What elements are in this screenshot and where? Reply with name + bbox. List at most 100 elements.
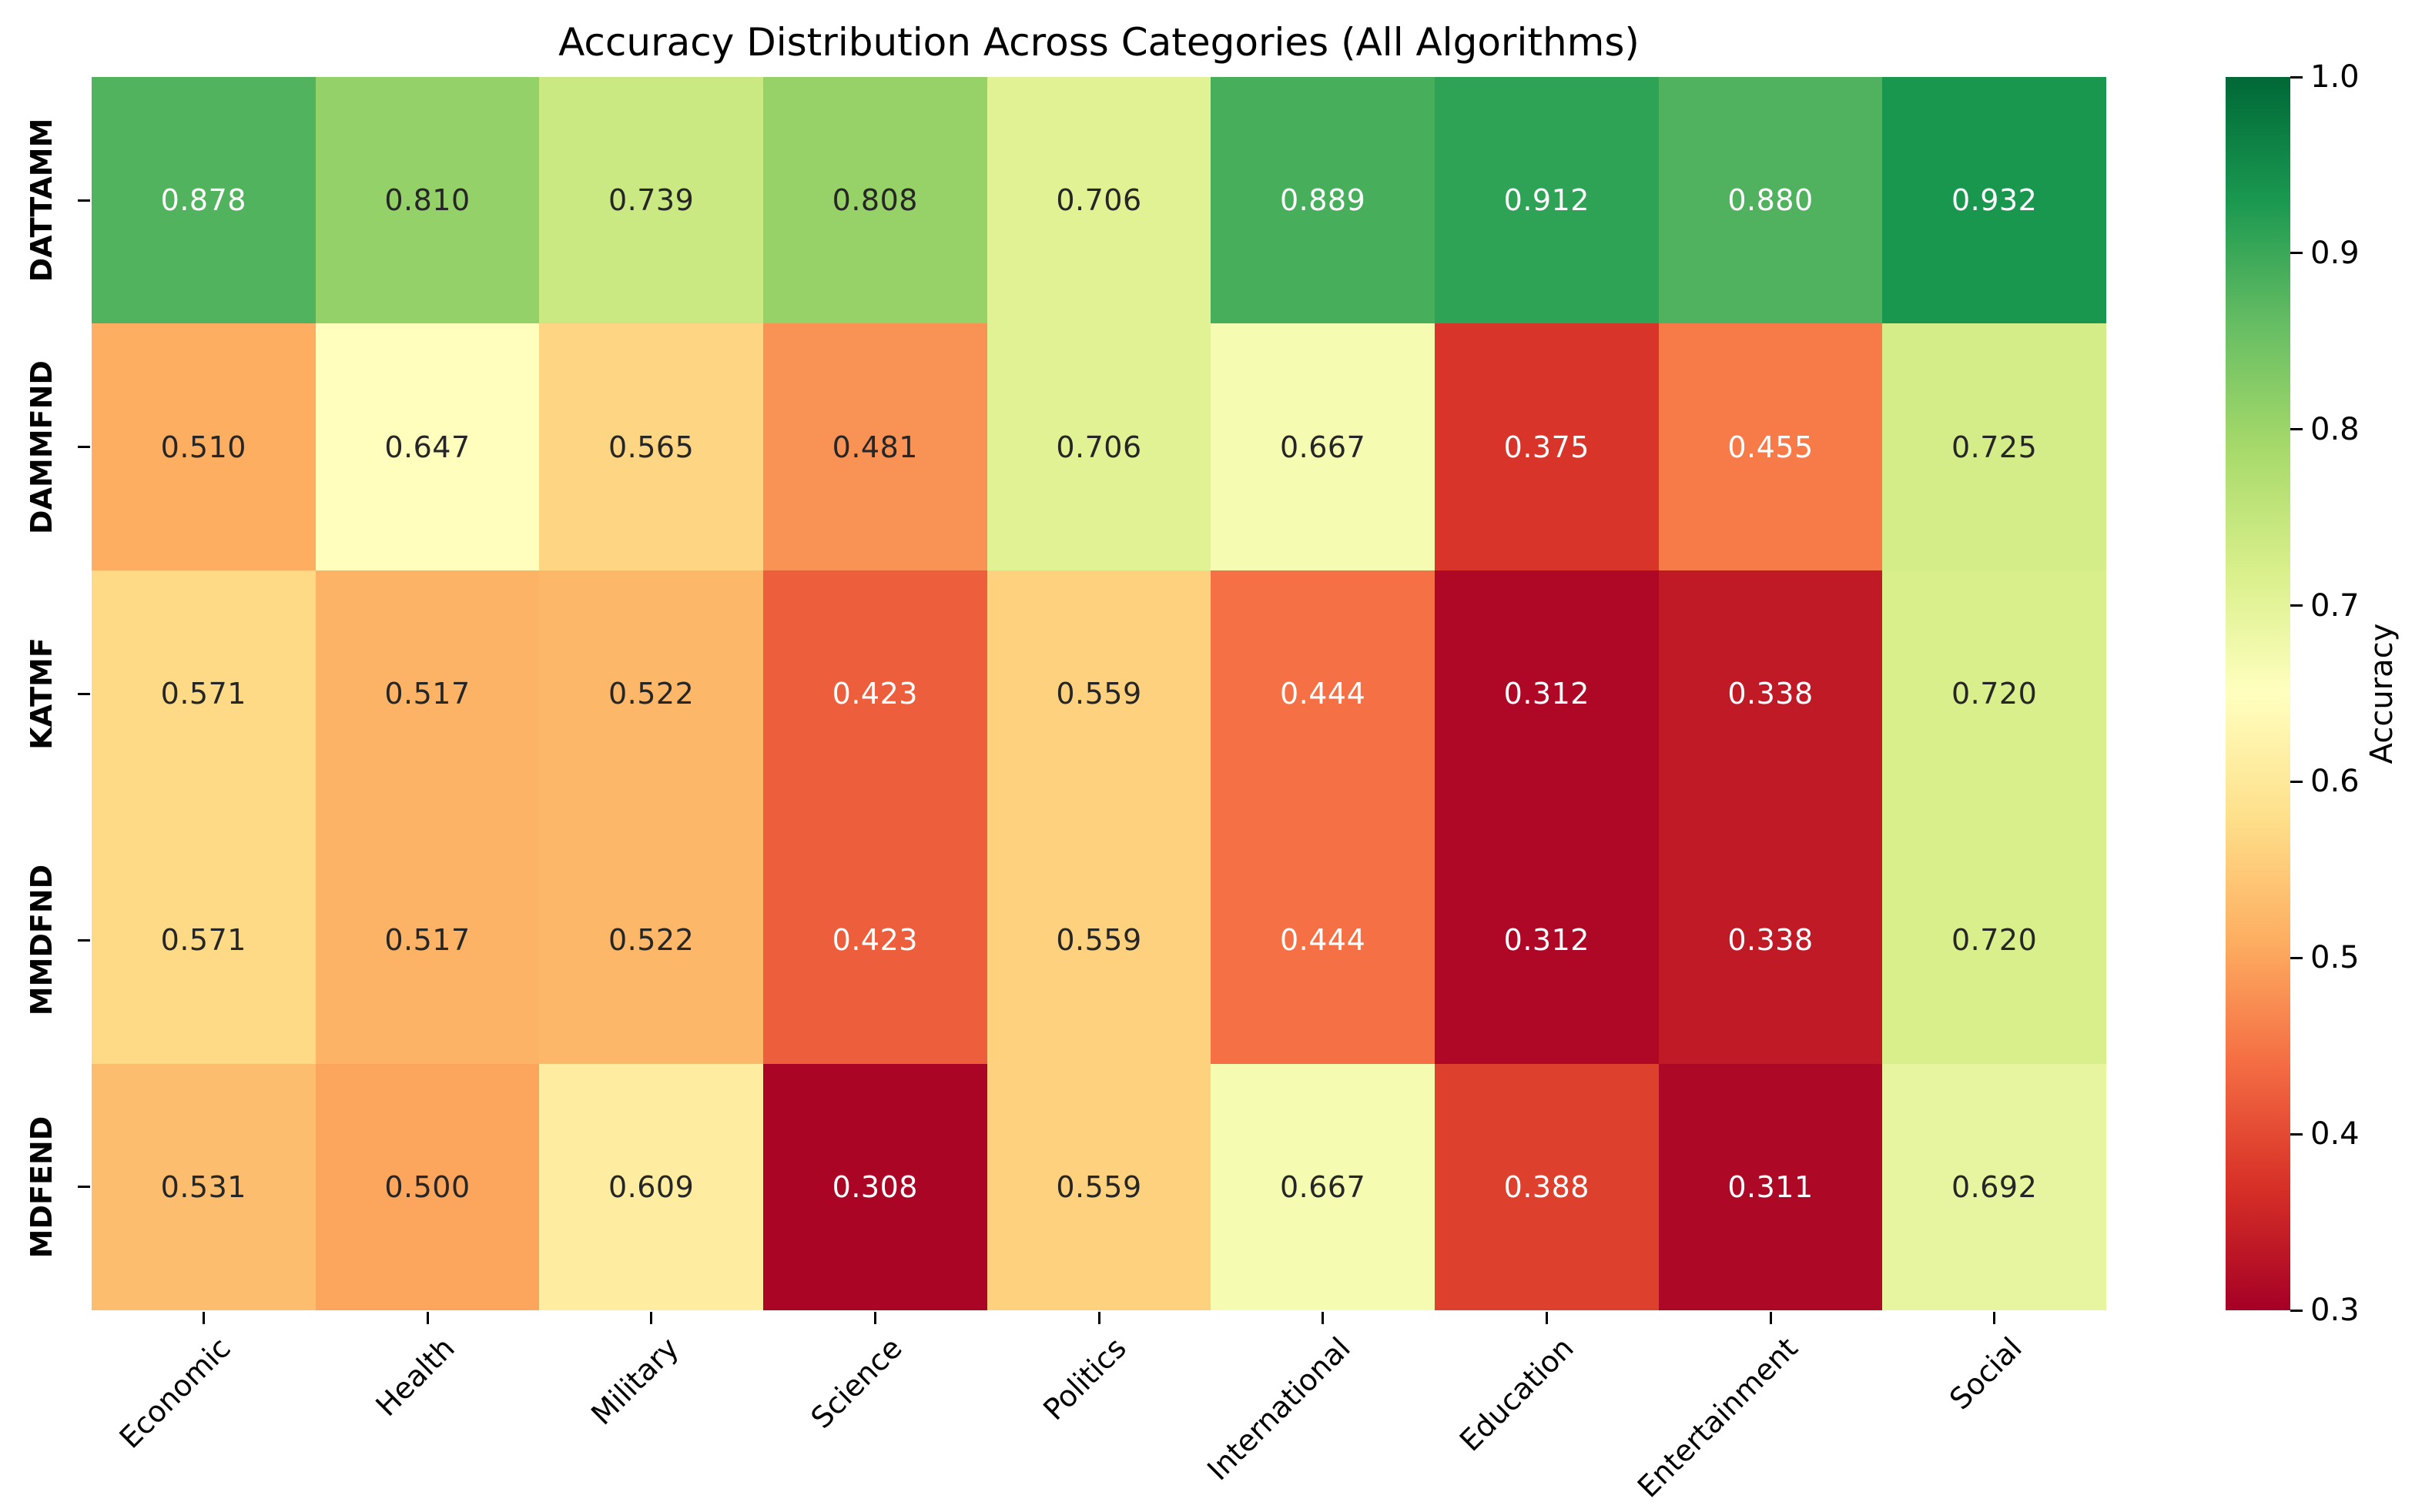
cell-value: 0.667 xyxy=(1280,1169,1366,1204)
cell-value: 0.878 xyxy=(160,183,246,218)
cell-value: 0.667 xyxy=(1280,430,1366,464)
colorbar-tick-label: 0.5 xyxy=(2310,940,2360,976)
cell-value: 0.692 xyxy=(1951,1169,2038,1204)
x-tick-mark xyxy=(873,1312,876,1324)
cell-value: 0.559 xyxy=(1056,1169,1142,1204)
heatmap-cell: 0.720 xyxy=(1882,570,2106,818)
cell-value: 0.609 xyxy=(608,1169,695,1204)
x-tick-mark xyxy=(202,1312,205,1324)
cell-value: 0.517 xyxy=(384,676,471,711)
cell-value: 0.889 xyxy=(1280,183,1366,218)
cell-value: 0.571 xyxy=(160,923,246,958)
cell-value: 0.388 xyxy=(1503,1169,1590,1204)
colorbar-tick-mark xyxy=(2290,604,2303,607)
cell-value: 0.559 xyxy=(1056,676,1142,711)
heatmap-cell: 0.338 xyxy=(1658,817,1883,1064)
x-tick-mark xyxy=(1545,1312,1548,1324)
cell-value: 0.739 xyxy=(608,183,695,218)
heatmap-cell: 0.517 xyxy=(315,570,540,818)
cell-value: 0.706 xyxy=(1056,183,1142,218)
heatmap-cell: 0.522 xyxy=(539,570,763,818)
colorbar-tick-mark xyxy=(2290,252,2303,255)
cell-value: 0.312 xyxy=(1503,923,1590,958)
heatmap-cell: 0.565 xyxy=(539,323,763,570)
x-tick-mark xyxy=(1769,1312,1772,1324)
cell-value: 0.808 xyxy=(832,183,918,218)
heatmap-cell: 0.311 xyxy=(1658,1063,1883,1310)
colorbar-tick-mark xyxy=(2290,1309,2303,1312)
x-tick-mark xyxy=(426,1312,429,1324)
cell-value: 0.522 xyxy=(608,676,695,711)
cell-value: 0.338 xyxy=(1727,923,1814,958)
heatmap-cell: 0.312 xyxy=(1434,570,1659,818)
cell-value: 0.522 xyxy=(608,923,695,958)
cell-value: 0.423 xyxy=(832,676,918,711)
y-tick-label: DATTAMM xyxy=(25,118,59,283)
colorbar-tick-label: 0.3 xyxy=(2310,1293,2360,1328)
heatmap-cell: 0.880 xyxy=(1658,77,1883,324)
cell-value: 0.571 xyxy=(160,676,246,711)
heatmap-cell: 0.720 xyxy=(1882,817,2106,1064)
heatmap-cell: 0.559 xyxy=(987,817,1211,1064)
cell-value: 0.510 xyxy=(160,430,246,464)
heatmap-cell: 0.706 xyxy=(987,323,1211,570)
cell-value: 0.375 xyxy=(1503,430,1590,464)
cell-value: 0.559 xyxy=(1056,923,1142,958)
heatmap-cell: 0.571 xyxy=(92,570,316,818)
heatmap-cell: 0.312 xyxy=(1434,817,1659,1064)
cell-value: 0.531 xyxy=(160,1169,246,1204)
colorbar xyxy=(2226,77,2290,1310)
colorbar-label: Accuracy xyxy=(2364,623,2400,764)
cell-value: 0.720 xyxy=(1951,676,2038,711)
heatmap-cell: 0.739 xyxy=(539,77,763,324)
colorbar-tick-mark xyxy=(2290,1132,2303,1136)
y-tick-mark xyxy=(78,199,90,202)
y-tick-label: KATMF xyxy=(25,637,59,750)
cell-value: 0.932 xyxy=(1951,183,2038,218)
heatmap-cell: 0.559 xyxy=(987,570,1211,818)
heatmap-cell: 0.375 xyxy=(1434,323,1659,570)
heatmap-cell: 0.522 xyxy=(539,817,763,1064)
cell-value: 0.720 xyxy=(1951,923,2038,958)
colorbar-tick-mark xyxy=(2290,75,2303,79)
heatmap-cell: 0.571 xyxy=(92,817,316,1064)
y-tick-label: MMDFND xyxy=(25,865,59,1016)
cell-value: 0.565 xyxy=(608,430,695,464)
heatmap-cell: 0.878 xyxy=(92,77,316,324)
cell-value: 0.444 xyxy=(1280,923,1366,958)
heatmap-cell: 0.810 xyxy=(315,77,540,324)
heatmap-cell: 0.500 xyxy=(315,1063,540,1310)
heatmap-cell: 0.423 xyxy=(762,570,987,818)
x-tick-mark xyxy=(650,1312,653,1324)
y-tick-mark xyxy=(78,1186,90,1189)
cell-value: 0.308 xyxy=(832,1169,918,1204)
heatmap-cell: 0.692 xyxy=(1882,1063,2106,1310)
x-tick-mark xyxy=(1097,1312,1100,1324)
heatmap-cell: 0.889 xyxy=(1211,77,1435,324)
colorbar-tick-mark xyxy=(2290,428,2303,431)
heatmap-cell: 0.517 xyxy=(315,817,540,1064)
y-tick-label: MDFEND xyxy=(25,1116,59,1259)
cell-value: 0.311 xyxy=(1727,1169,1814,1204)
heatmap-cell: 0.667 xyxy=(1211,1063,1435,1310)
cell-value: 0.706 xyxy=(1056,430,1142,464)
colorbar-tick-label: 1.0 xyxy=(2310,59,2360,95)
cell-value: 0.880 xyxy=(1727,183,1814,218)
colorbar-tick-label: 0.9 xyxy=(2310,235,2360,271)
heatmap-cell: 0.531 xyxy=(92,1063,316,1310)
heatmap-cell: 0.338 xyxy=(1658,570,1883,818)
colorbar-tick-label: 0.8 xyxy=(2310,411,2360,447)
y-tick-mark xyxy=(78,938,90,942)
heatmap-cell: 0.725 xyxy=(1882,323,2106,570)
cell-value: 0.338 xyxy=(1727,676,1814,711)
colorbar-tick-mark xyxy=(2290,780,2303,783)
heatmap-cell: 0.647 xyxy=(315,323,540,570)
heatmap-cell: 0.609 xyxy=(539,1063,763,1310)
heatmap-cell: 0.308 xyxy=(762,1063,987,1310)
cell-value: 0.500 xyxy=(384,1169,471,1204)
heatmap-cell: 0.912 xyxy=(1434,77,1659,324)
heatmap-cell: 0.667 xyxy=(1211,323,1435,570)
heatmap-cell: 0.444 xyxy=(1211,817,1435,1064)
cell-value: 0.423 xyxy=(832,923,918,958)
